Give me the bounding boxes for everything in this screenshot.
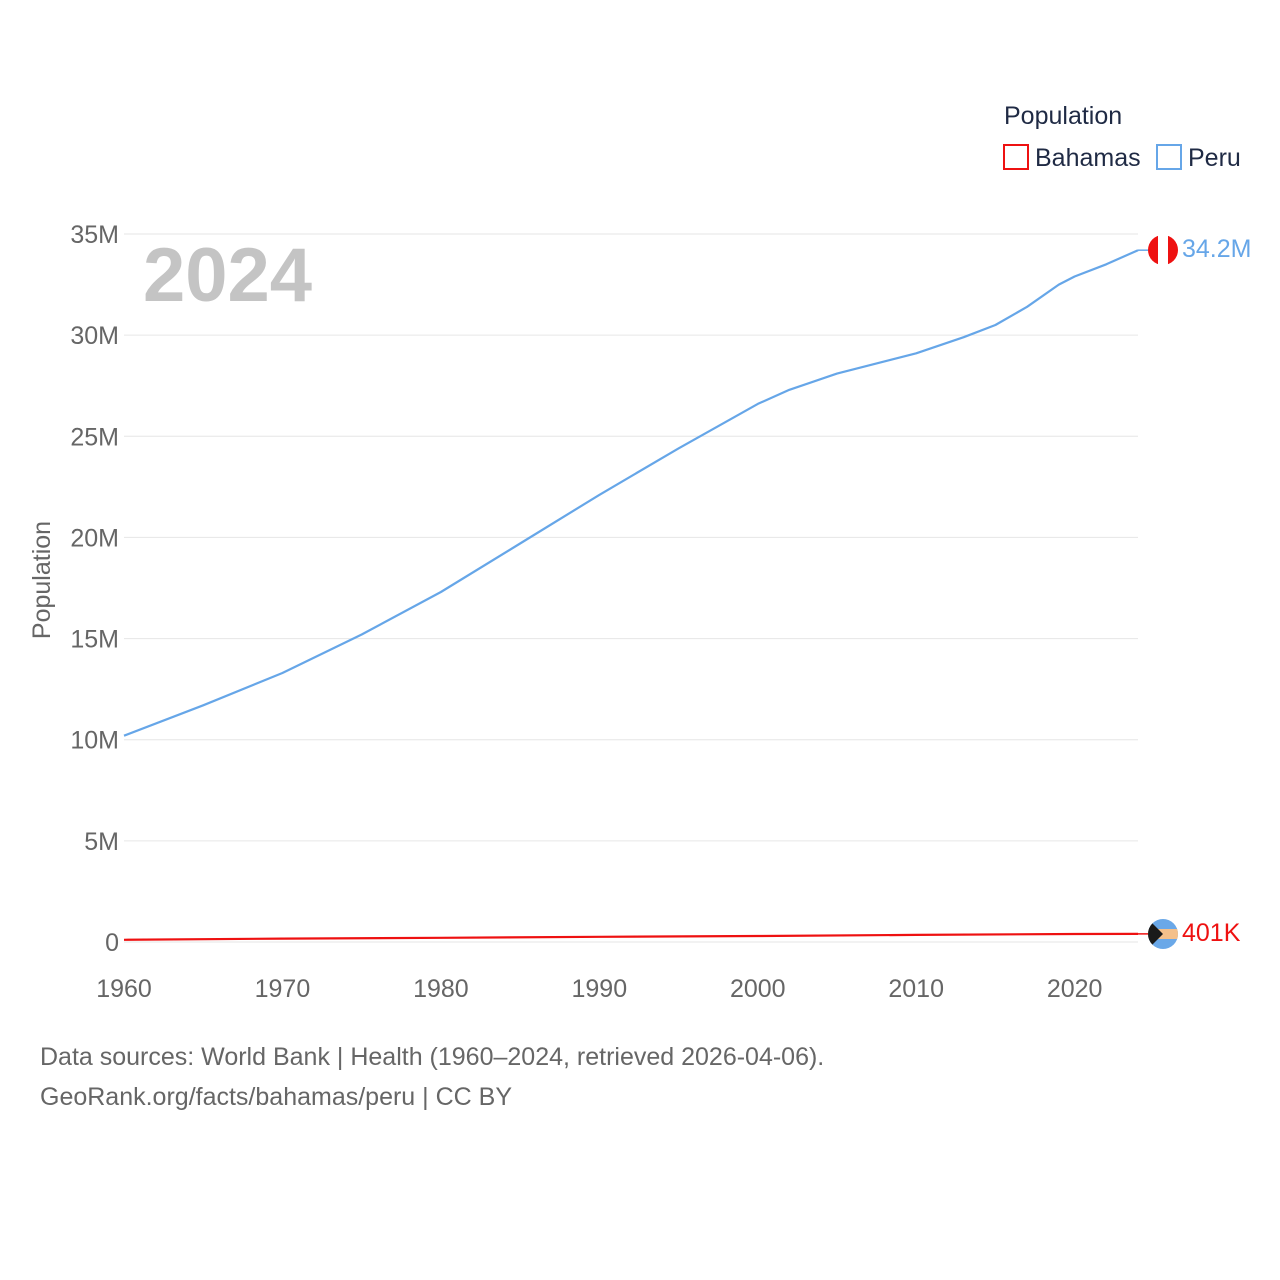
y-axis-label: Population — [28, 521, 56, 639]
y-tick-label: 30M — [70, 322, 119, 350]
year-watermark: 2024 — [143, 233, 312, 318]
series-line-peru — [123, 249, 1139, 737]
legend-label-peru: Peru — [1188, 144, 1241, 172]
series-line-bahamas — [123, 932, 1139, 941]
legend-swatch-bahamas — [1003, 144, 1029, 170]
legend-item-peru[interactable]: Peru — [1156, 144, 1241, 172]
y-tick-label: 15M — [70, 626, 119, 654]
x-axis-ticks: 1960 1970 1980 1990 2000 2010 2020 — [96, 975, 1102, 1003]
y-tick-label: 5M — [84, 828, 119, 856]
grid-lines — [124, 233, 1138, 943]
peru-end-label: 34.2M — [1182, 235, 1251, 263]
y-tick-label: 10M — [70, 727, 119, 755]
y-tick-label: 25M — [70, 423, 119, 451]
source-url: GeoRank.org/facts/bahamas/peru | CC BY — [40, 1083, 512, 1111]
x-tick-label: 1960 — [96, 975, 152, 1003]
x-tick-label: 2010 — [888, 975, 944, 1003]
legend: Population Bahamas Peru — [1003, 102, 1241, 172]
peru-flag-icon — [1148, 235, 1178, 265]
legend-swatch-peru — [1156, 144, 1182, 170]
population-chart: 0 5M 10M 15M 20M 25M 30M 35M 1960 1970 1980 1990 20… — [28, 102, 1251, 1003]
x-tick-label: 1990 — [572, 975, 628, 1003]
bahamas-flag-icon — [1148, 919, 1178, 949]
legend-item-bahamas[interactable]: Bahamas — [1003, 144, 1141, 172]
x-tick-label: 1980 — [413, 975, 469, 1003]
bahamas-end-label: 401K — [1182, 919, 1241, 947]
legend-title: Population — [1004, 102, 1122, 130]
y-axis-ticks: 0 5M 10M 15M 20M 25M 30M 35M — [70, 221, 119, 957]
x-tick-label: 2000 — [730, 975, 786, 1003]
x-tick-label: 2020 — [1047, 975, 1103, 1003]
series-lines — [123, 249, 1148, 941]
legend-label-bahamas: Bahamas — [1035, 144, 1141, 172]
y-tick-label: 0 — [105, 929, 119, 957]
data-sources-note: Data sources: World Bank | Health (1960–… — [40, 1043, 825, 1071]
y-tick-label: 20M — [70, 524, 119, 552]
y-tick-label: 35M — [70, 221, 119, 249]
x-tick-label: 1970 — [255, 975, 311, 1003]
